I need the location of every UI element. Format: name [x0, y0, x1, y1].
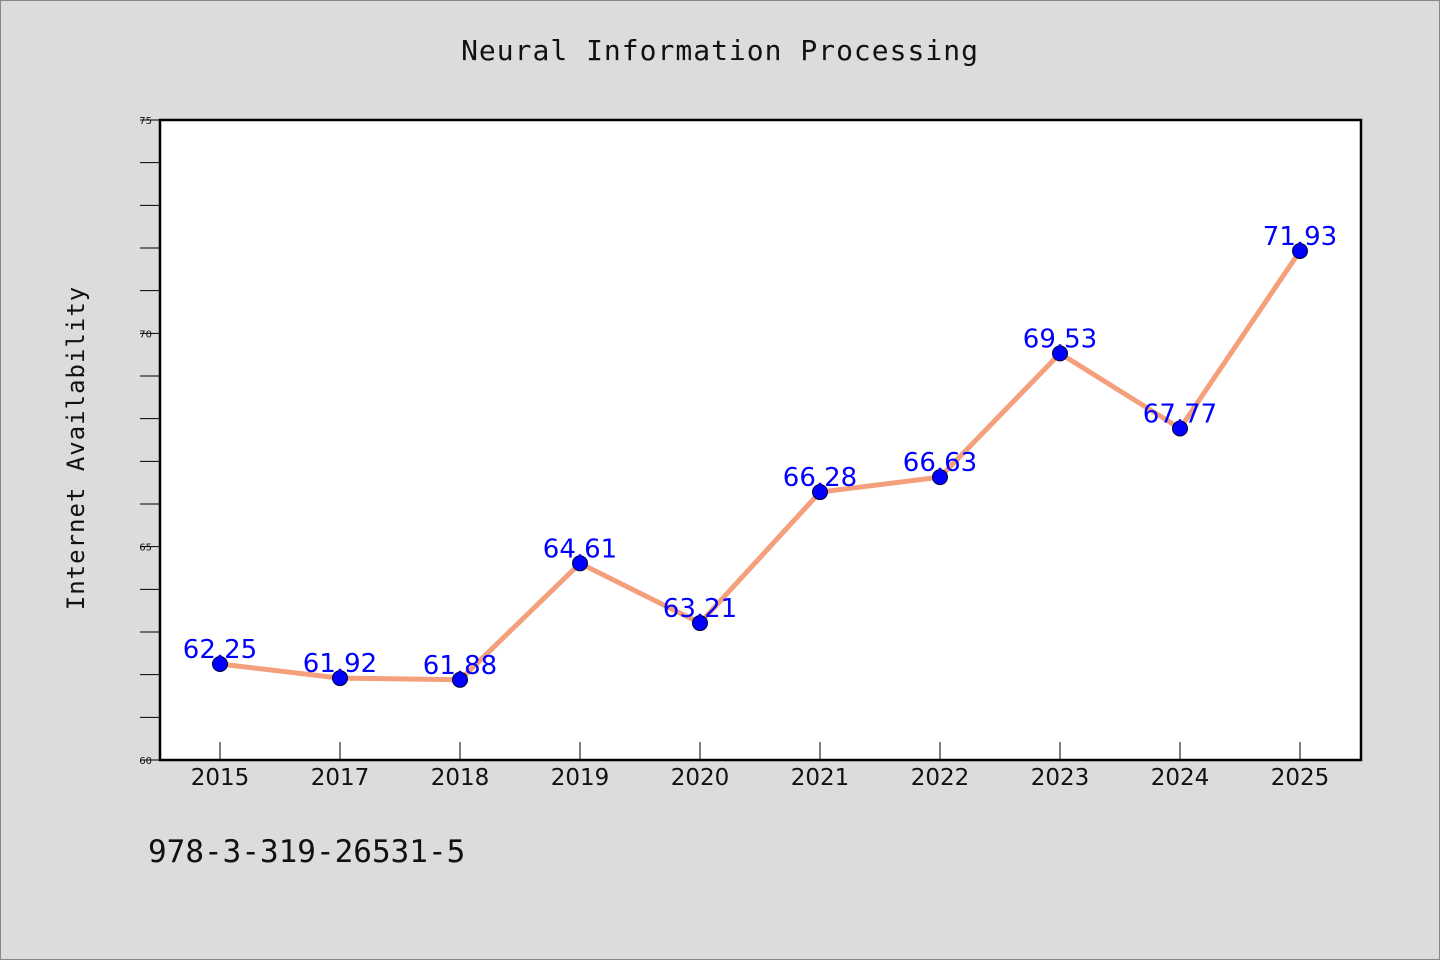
data-point — [1292, 242, 1308, 259]
y-tick-label: 65 — [139, 543, 152, 554]
series-line — [219, 249, 1303, 683]
data-point — [1052, 345, 1068, 362]
x-tick-label: 2017 — [311, 765, 370, 791]
x-axis: 2015 2017 2018 2019 2020 2021 2022 2023 2024 2025 — [191, 742, 1330, 791]
plot-area — [160, 120, 1361, 760]
data-label: 71.93 — [1263, 222, 1337, 252]
isbn-text: 978-3-319-26531-5 — [148, 834, 466, 870]
y-axis: 60 65 70 75 — [139, 116, 160, 767]
x-tick-label: 2025 — [1271, 765, 1330, 791]
data-label: 66.63 — [903, 448, 977, 478]
data-label-group: 62.25 61.92 61.88 64.61 63.21 66.28 66.63 69.53… — [183, 222, 1337, 681]
series-line-group — [219, 249, 1303, 683]
x-tick-label: 2015 — [191, 765, 250, 791]
x-tick-label: 2020 — [671, 765, 730, 791]
data-label: 63.21 — [663, 594, 737, 624]
y-tick-label: 75 — [139, 116, 152, 127]
data-label: 66.28 — [783, 463, 857, 493]
data-label: 69.53 — [1023, 324, 1097, 354]
x-tick-label: 2024 — [1151, 765, 1210, 791]
x-tick-label: 2019 — [551, 765, 610, 791]
data-point — [812, 484, 828, 501]
marker-group — [212, 242, 1308, 688]
data-point — [932, 469, 948, 486]
data-point — [692, 615, 708, 632]
data-point — [212, 656, 228, 672]
data-label: 61.92 — [303, 649, 377, 679]
y-tick-label: 70 — [139, 329, 152, 340]
chart-title: Neural Information Processing — [461, 34, 979, 67]
data-label: 64.61 — [543, 534, 617, 564]
x-tick-label: 2018 — [431, 765, 490, 791]
data-point — [452, 671, 468, 688]
plot-border — [158, 118, 1363, 762]
y-tick-label: 60 — [139, 756, 152, 767]
x-tick-label: 2023 — [1031, 765, 1090, 791]
data-point — [572, 555, 588, 572]
x-tick-label: 2022 — [911, 765, 970, 791]
data-point — [332, 670, 348, 687]
data-label: 67.77 — [1143, 399, 1217, 429]
data-point — [1172, 420, 1188, 437]
data-label: 62.25 — [183, 635, 257, 665]
data-label: 61.88 — [423, 651, 497, 681]
x-tick-label: 2021 — [791, 765, 850, 791]
